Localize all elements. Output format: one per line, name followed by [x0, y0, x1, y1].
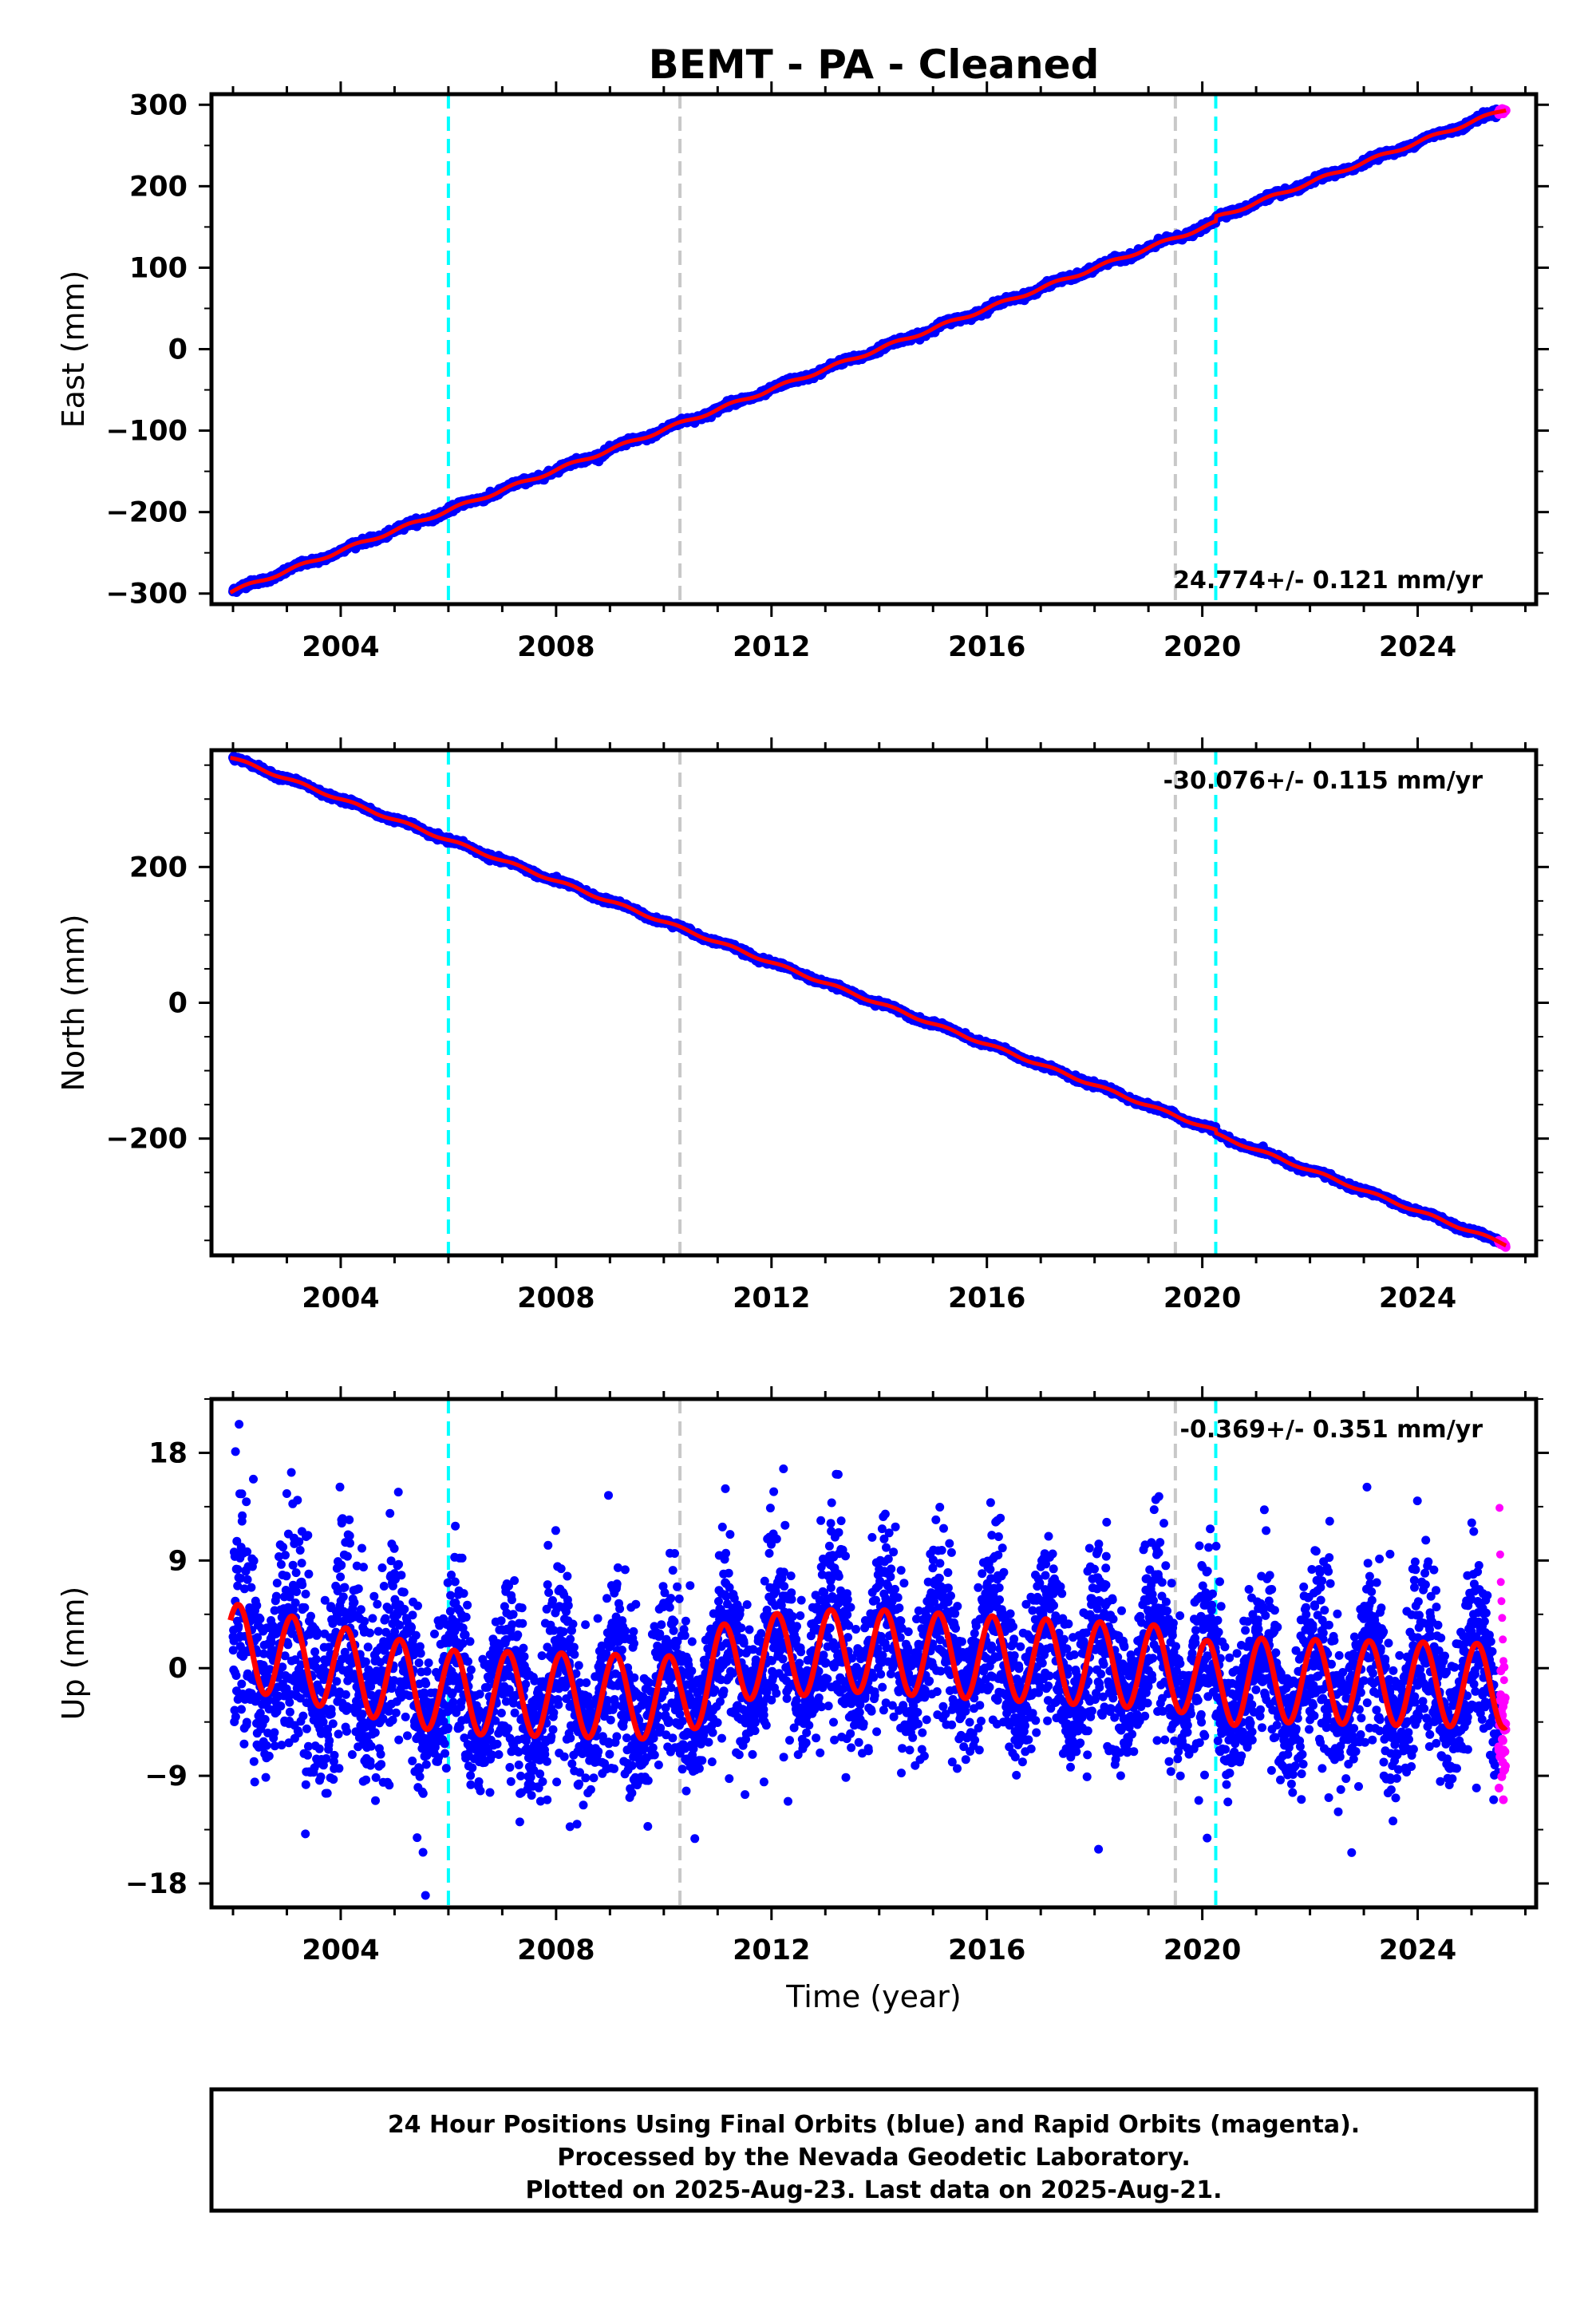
east-y-tick-label: 100: [129, 252, 188, 284]
east-y-tick-label: 300: [129, 89, 188, 121]
figure-title: BEMT - PA - Cleaned: [649, 41, 1100, 88]
east-x-tick-label: 2020: [1163, 631, 1241, 663]
east-x-tick-label: 2004: [302, 631, 379, 663]
east-y-tick-label: −100: [106, 416, 188, 448]
east-x-tick-label: 2016: [948, 631, 1025, 663]
east-panel: 2004 2008 2012 2016 2020 2024 300 200 100 0 −100 −2…: [56, 81, 1549, 663]
east-x-tick-label: 2012: [733, 631, 810, 663]
east-y-tick-label: −200: [106, 497, 188, 529]
east-velocity-label: 24.774+/- 0.121 mm/yr: [1173, 567, 1483, 595]
east-y-tick-label: 0: [168, 334, 188, 366]
east-x-tick-label: 2024: [1379, 631, 1456, 663]
east-x-tick-label: 2008: [517, 631, 595, 663]
east-y-tick-label: 200: [129, 171, 188, 203]
east-y-axis-label: East (mm): [56, 271, 91, 429]
east-y-tick-label: −300: [106, 579, 188, 611]
